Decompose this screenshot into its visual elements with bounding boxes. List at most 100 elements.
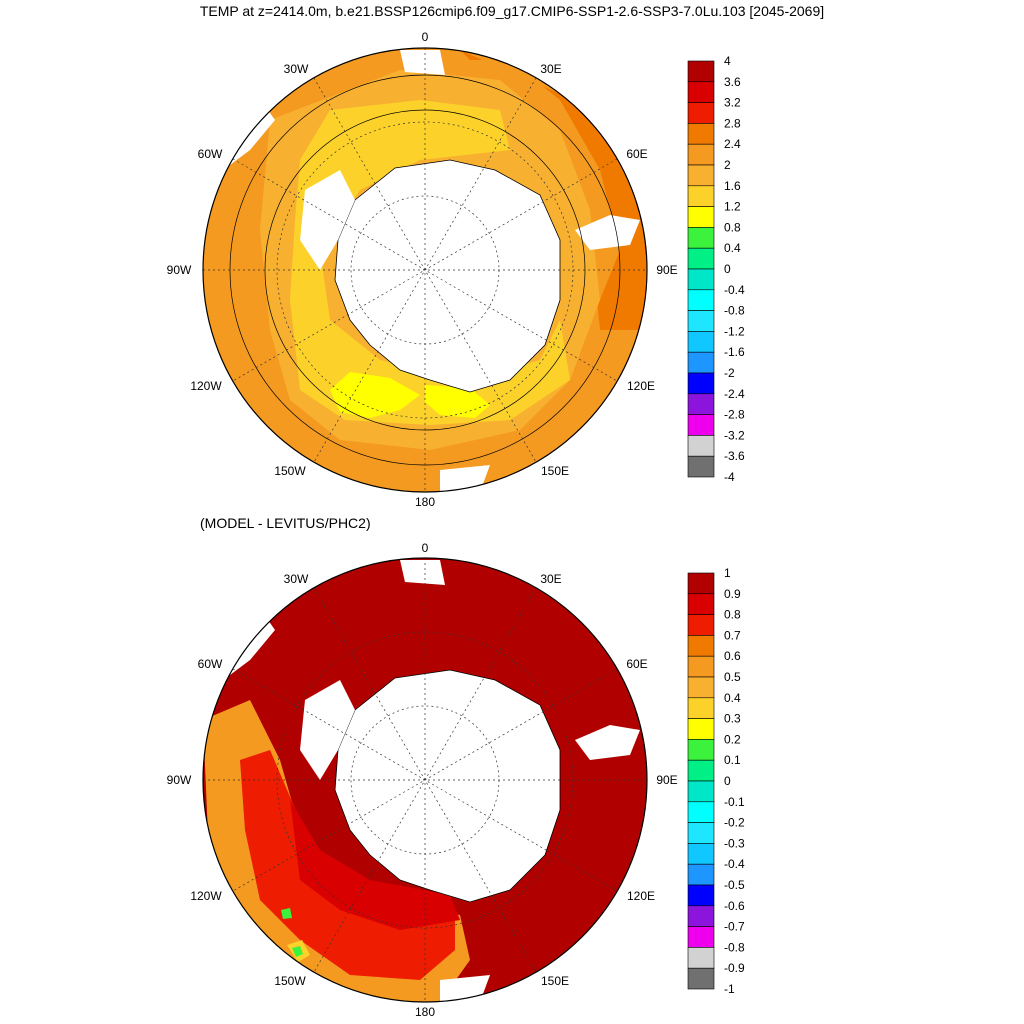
colorbar1-tick-label: -0.8	[724, 304, 745, 318]
colorbar1-swatch	[687, 143, 715, 166]
lon-label-90w: 90W	[167, 263, 192, 277]
colorbar1-tick-label: 1.6	[724, 179, 741, 193]
colorbar1-swatch	[687, 435, 715, 457]
colorbar2-tick-label: -0.8	[724, 940, 745, 954]
colorbar1-swatch	[687, 81, 715, 103]
landmask-north-2	[400, 560, 445, 585]
colorbar2-tick-label: 0.6	[724, 649, 741, 663]
colorbar2-tick-label: 0.9	[724, 587, 741, 601]
colorbar1-swatch	[687, 393, 715, 415]
colorbar1-swatch	[687, 206, 715, 228]
colorbar2-swatch	[687, 947, 715, 969]
colorbar1-tick-label: 1.2	[724, 200, 741, 214]
figure-title: TEMP at z=2414.0m, b.e21.BSSP126cmip6.f0…	[199, 3, 825, 19]
colorbar2-swatch	[687, 926, 715, 948]
colorbar2-swatch	[687, 718, 715, 740]
colorbar2-swatch	[687, 801, 715, 823]
colorbar1-tick-label: -3.6	[724, 449, 745, 463]
lon-label-60w-b: 60W	[198, 657, 223, 671]
graticule-1	[203, 48, 647, 492]
colorbar2-swatch	[687, 905, 715, 927]
lon-label-120e-b: 120E	[627, 889, 655, 903]
colorbar1-tick-label: 2	[724, 158, 731, 172]
colorbar2-tick-label: 0.7	[724, 628, 741, 642]
lon-label-60w: 60W	[198, 147, 223, 161]
lon-label-150w: 150W	[274, 464, 306, 478]
colorbar1-tick-label: -0.4	[724, 283, 745, 297]
colorbar1-swatch	[687, 372, 715, 395]
lon-label-60e-b: 60E	[626, 657, 647, 671]
colorbar1-swatch	[687, 164, 715, 187]
colorbar2-tick-label: 0.2	[724, 732, 741, 746]
kerguelen-mask	[575, 215, 640, 250]
colorbar2-tick-label: -0.6	[724, 899, 745, 913]
colorbar1-tick-label: -2.8	[724, 408, 745, 422]
colorbar1-tick-label: -2	[724, 366, 735, 380]
colorbar2-tick-label: -0.7	[724, 920, 745, 934]
lon-label-0: 0	[422, 30, 429, 44]
colorbar-1: 4 3.6 3.2 2.8 2.4 2 1.6 1.2 0.8 0.4 0 -0.4 -0.8 -1.2 -…	[687, 54, 745, 484]
colorbar2-tick-label: -0.9	[724, 961, 745, 975]
colorbar2-swatch	[687, 884, 715, 907]
lon-label-60e: 60E	[626, 147, 647, 161]
weddell-ice-shelf	[300, 170, 355, 270]
colorbar2-tick-label: 0.5	[724, 670, 741, 684]
antarctica-landmass	[334, 159, 561, 393]
colorbar1-swatch	[687, 455, 715, 478]
lon-label-90e: 90E	[656, 263, 677, 277]
lon-label-30e-b: 30E	[540, 572, 561, 586]
colorbar1-swatch	[687, 247, 715, 270]
colorbar1-swatch	[687, 289, 715, 311]
panel2-title: (MODEL - LEVITUS/PHC2)	[200, 515, 371, 531]
colorbar1-swatch	[687, 414, 715, 436]
colorbar1-swatch	[687, 102, 715, 124]
colorbar1-swatch	[687, 331, 715, 353]
lon-label-150w-b: 150W	[274, 974, 306, 988]
lon-label-90e-b: 90E	[656, 773, 677, 787]
graticule-2	[203, 558, 647, 1002]
colorbar2-tick-label: -0.3	[724, 836, 745, 850]
colorbar1-tick-label: -1.6	[724, 345, 745, 359]
colorbar1-tick-label: -1.2	[724, 324, 745, 338]
colorbar2-tick-label: -0.1	[724, 795, 745, 809]
lon-label-0-b: 0	[422, 541, 429, 555]
colorbar1-tick-label: 0.8	[724, 220, 741, 234]
field-band-1.6-2	[290, 100, 570, 425]
weddell-ice-shelf-2	[300, 680, 355, 780]
colorbar1-tick-label: 4	[724, 54, 731, 68]
colorbar-2: 1 0.9 0.8 0.7 0.6 0.5 0.4 0.3 0.2 0.1 0 -0.1 -0.2 -0.…	[687, 566, 745, 996]
landmask-north	[400, 50, 445, 75]
colorbar1-swatch	[687, 351, 715, 374]
colorbar2-tick-label: -0.4	[724, 857, 745, 871]
map-boundary-2	[202, 557, 648, 1003]
colorbar1-tick-label: -2.4	[724, 387, 745, 401]
colorbar1-tick-label: 2.8	[724, 116, 741, 130]
colorbar1-swatch	[687, 227, 715, 249]
colorbar2-swatch	[687, 967, 715, 990]
colorbar2-swatch	[687, 635, 715, 657]
lon-label-150e-b: 150E	[541, 974, 569, 988]
diff-field-small-green	[281, 908, 292, 919]
colorbar1-swatch	[687, 268, 715, 291]
colorbar1-swatch	[687, 185, 715, 207]
colorbar2-swatch	[687, 593, 715, 615]
colorbar2-tick-label: 0.3	[724, 712, 741, 726]
kerguelen-mask-2	[575, 725, 640, 760]
diff-field-0.8-0.9	[290, 800, 460, 930]
colorbar2-swatch	[687, 676, 715, 699]
colorbar2-tick-label: 0	[724, 774, 731, 788]
lon-label-150e: 150E	[541, 464, 569, 478]
colorbar2-tick-label: -0.5	[724, 878, 745, 892]
antarctica-landmass-2	[334, 669, 561, 903]
lon-label-120e: 120E	[627, 379, 655, 393]
colorbar1-swatch	[687, 123, 715, 145]
lon-label-180-b: 180	[415, 1005, 435, 1019]
map-panel-1: 0 180 30W 30E 60W 60E 90W 90E 120W 120E …	[167, 30, 678, 509]
colorbar2-tick-label: -0.2	[724, 816, 745, 830]
colorbar1-tick-label: 3.6	[724, 75, 741, 89]
colorbar2-swatch	[687, 822, 715, 844]
colorbar2-swatch	[687, 863, 715, 886]
lon-label-30w: 30W	[284, 62, 309, 76]
lon-label-180: 180	[415, 495, 435, 509]
